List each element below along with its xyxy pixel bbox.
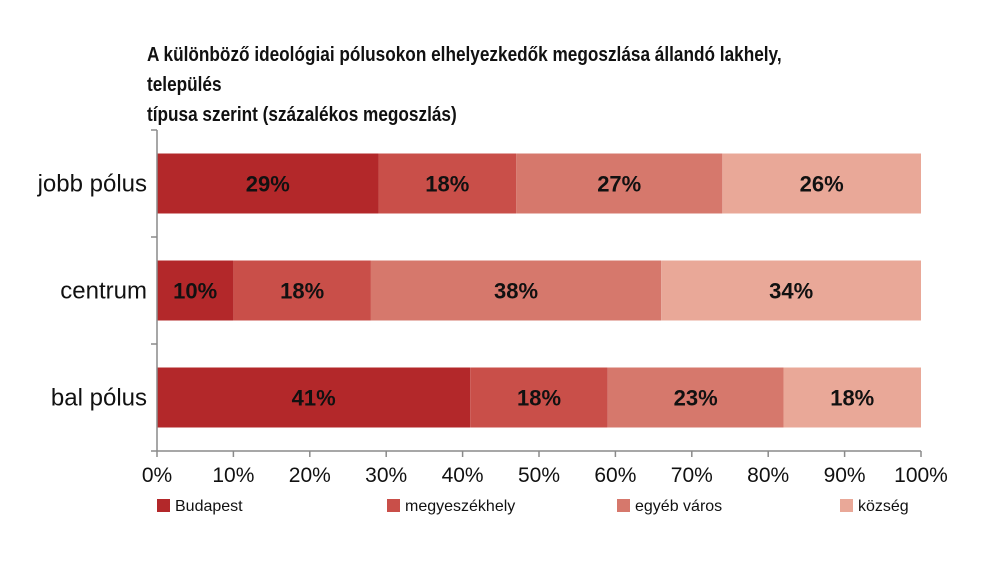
bar-2-series-2	[233, 260, 371, 321]
legend-swatch-4	[840, 499, 853, 512]
data-label-3-2: 18%	[517, 386, 561, 411]
category-label-3: bal pólus	[51, 385, 147, 412]
legend-label-3: egyéb város	[635, 498, 722, 515]
data-label-2-4: 34%	[769, 279, 813, 304]
data-label-1-1: 29%	[246, 172, 290, 197]
bar-3-series-2	[470, 367, 608, 428]
data-label-2-3: 38%	[494, 279, 538, 304]
bar-2-series-3	[370, 260, 662, 321]
data-label-2-2: 18%	[280, 279, 324, 304]
bar-2-series-1	[157, 260, 234, 321]
x-tick-label-2: 20%	[289, 464, 331, 487]
legend-label-2: megyeszékhely	[405, 498, 515, 515]
data-label-3-3: 23%	[674, 386, 718, 411]
legend-swatch-2	[387, 499, 400, 512]
bar-3-series-4	[783, 367, 921, 428]
bar-1-series-1	[157, 153, 379, 214]
bar-2-series-4	[661, 260, 921, 321]
x-tick-label-6: 60%	[594, 464, 636, 487]
data-label-3-4: 18%	[830, 386, 874, 411]
legend-label-4: község	[858, 498, 909, 515]
chart-title: A különböző ideológiai pólusokon elhelye…	[147, 40, 852, 130]
x-tick-label-1: 10%	[212, 464, 254, 487]
bar-1-series-3	[516, 153, 723, 214]
x-tick-label-7: 70%	[671, 464, 713, 487]
x-tick-label-5: 50%	[518, 464, 560, 487]
bar-3-series-1	[157, 367, 471, 428]
x-tick-label-9: 90%	[824, 464, 866, 487]
legend-label-1: Budapest	[175, 498, 243, 515]
category-label-1: jobb pólus	[37, 171, 147, 198]
chart-title-line-2: típusa szerint (százalékos megoszlás)	[147, 104, 457, 126]
data-label-2-1: 10%	[173, 279, 217, 304]
data-label-1-3: 27%	[597, 172, 641, 197]
legend-swatch-1	[157, 499, 170, 512]
data-label-3-1: 41%	[292, 386, 336, 411]
data-label-1-4: 26%	[800, 172, 844, 197]
x-tick-label-8: 80%	[747, 464, 789, 487]
x-tick-label-0: 0%	[142, 464, 172, 487]
category-label-2: centrum	[60, 278, 147, 305]
bar-1-series-4	[722, 153, 921, 214]
data-label-1-2: 18%	[425, 172, 469, 197]
bar-3-series-3	[607, 367, 784, 428]
bar-1-series-2	[378, 153, 517, 214]
x-tick-label-4: 40%	[442, 464, 484, 487]
chart-title-line-1: A különböző ideológiai pólusokon elhelye…	[147, 44, 782, 96]
legend-swatch-3	[617, 499, 630, 512]
x-tick-label-3: 30%	[365, 464, 407, 487]
x-tick-label-10: 100%	[894, 464, 948, 487]
